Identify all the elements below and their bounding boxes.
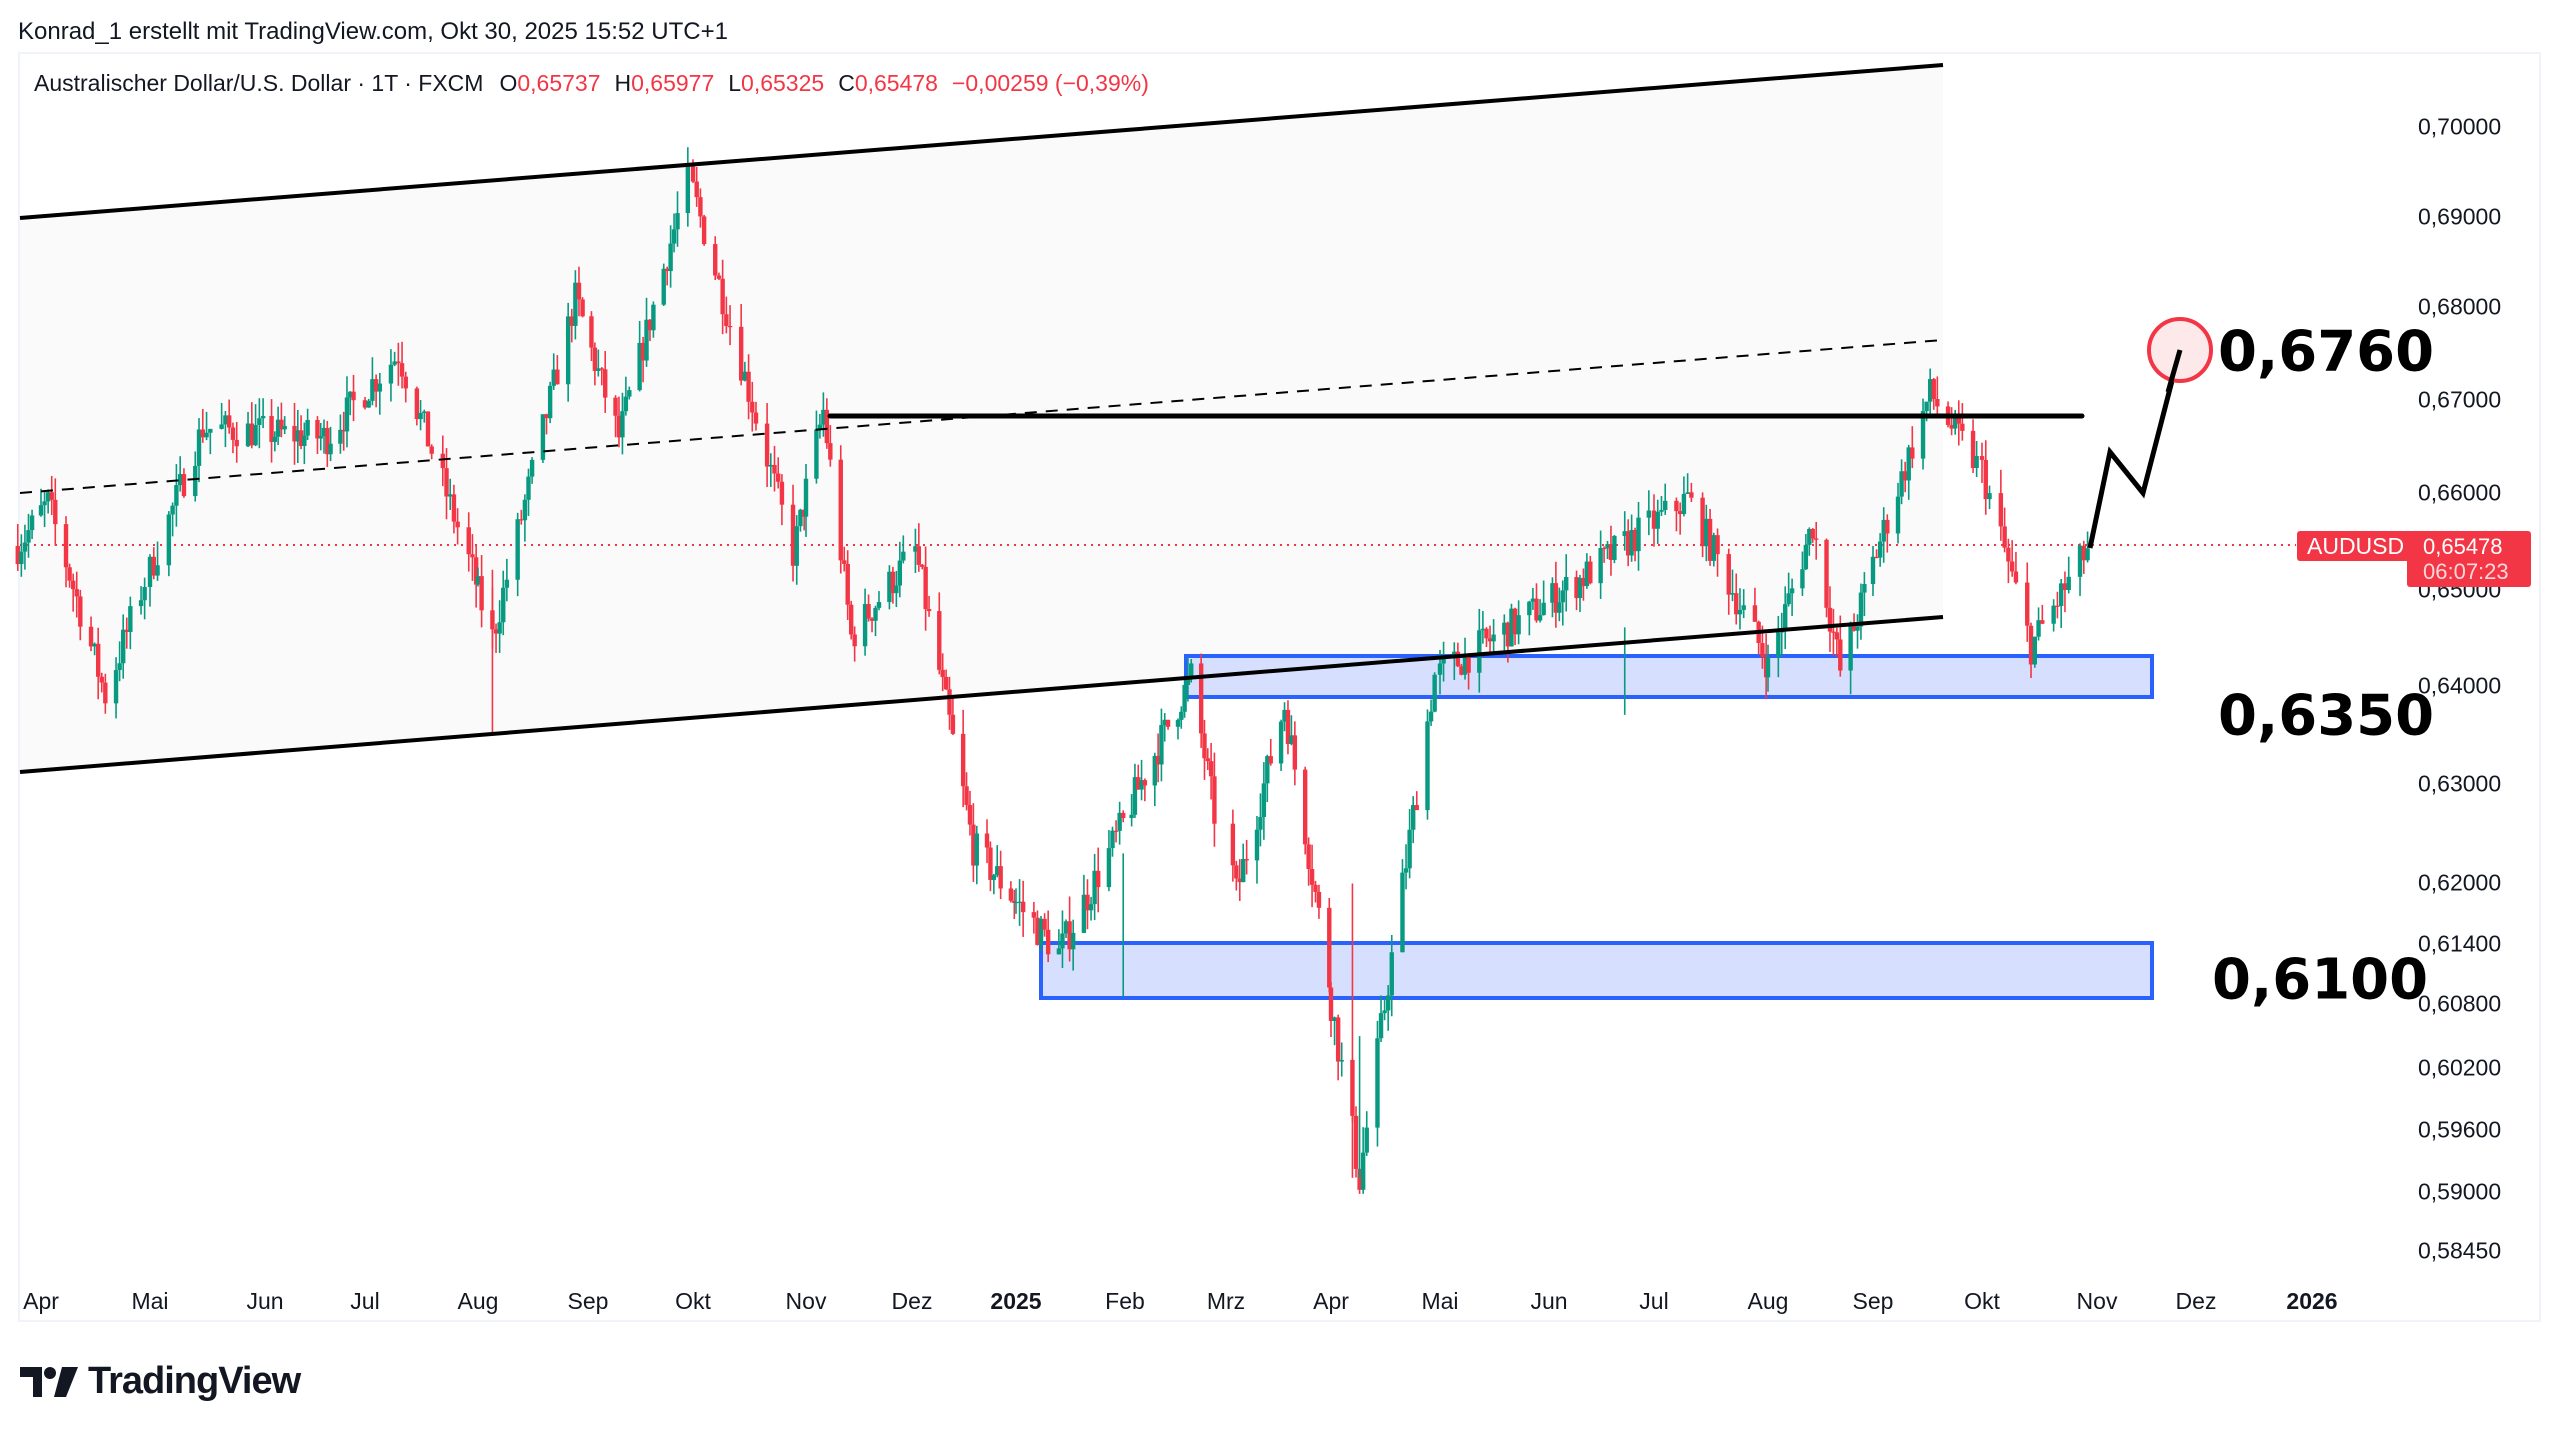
support2-price-label: 0,6100 <box>2212 947 2429 1013</box>
tradingview-logo-icon <box>20 1366 78 1397</box>
time-tick: Jul <box>1639 1288 1669 1314</box>
price-tick: 0,68000 <box>2418 293 2502 320</box>
time-tick: Jun <box>1530 1288 1568 1314</box>
symbol-title[interactable]: Australischer Dollar/U.S. Dollar · 1T · … <box>34 70 484 96</box>
price-tick: 0,64000 <box>2418 672 2502 699</box>
price-tick: 0,69000 <box>2418 203 2502 230</box>
time-tick: Mai <box>131 1288 169 1314</box>
time-tick: Dez <box>891 1288 933 1314</box>
symbol-price-tag: AUDUSD <box>2297 531 2415 561</box>
price-tick: 0,70000 <box>2418 113 2502 140</box>
channel-upper-line[interactable] <box>19 63 1944 220</box>
time-tick: Nov <box>2076 1288 2118 1314</box>
price-tick: 0,63000 <box>2418 770 2502 797</box>
tradingview-logo-text: TradingView <box>88 1360 301 1402</box>
symbol-legend: Australischer Dollar/U.S. Dollar · 1T · … <box>34 70 1149 96</box>
channel-lower-line[interactable] <box>19 615 1944 774</box>
time-tick: Apr <box>1313 1288 1349 1314</box>
price-tick: 0,66000 <box>2418 479 2502 506</box>
time-tick: Jul <box>350 1288 380 1314</box>
tradingview-logo[interactable]: TradingView <box>20 1360 301 1403</box>
legend-change: −0,00259 (−0,39%) <box>951 70 1149 96</box>
price-tick: 0,58450 <box>2418 1237 2502 1264</box>
time-tick: Okt <box>675 1288 711 1314</box>
time-tick: Apr <box>23 1288 59 1314</box>
support1-price-label: 0,6350 <box>2218 683 2435 749</box>
time-tick: Mai <box>1421 1288 1459 1314</box>
target-price-label: 0,6760 <box>2218 319 2435 385</box>
last-price-value: 0,65478 <box>2423 534 2503 559</box>
candlestick-series <box>15 147 2090 1194</box>
time-tick: 2025 <box>990 1288 1042 1314</box>
time-tick: Feb <box>1105 1288 1145 1314</box>
time-tick: Aug <box>457 1288 499 1314</box>
bar-countdown: 06:07:23 <box>2423 559 2509 584</box>
price-tick: 0,62000 <box>2418 869 2502 896</box>
time-tick: Nov <box>785 1288 827 1314</box>
legend-high: 0,65977 <box>631 70 715 96</box>
price-tick: 0,67000 <box>2418 386 2502 413</box>
price-tick: 0,60800 <box>2418 990 2502 1017</box>
time-tick: Okt <box>1964 1288 2000 1314</box>
time-tick: Dez <box>2175 1288 2217 1314</box>
last-price-tag: 0,65478 06:07:23 <box>2407 531 2531 587</box>
chart-attribution: Konrad_1 erstellt mit TradingView.com, O… <box>18 18 728 45</box>
price-tick: 0,61400 <box>2418 930 2502 957</box>
price-tick: 0,60200 <box>2418 1054 2502 1081</box>
legend-open: 0,65737 <box>517 70 601 96</box>
time-tick: 2026 <box>2286 1288 2338 1314</box>
support-zone-lower[interactable] <box>1039 941 2154 1000</box>
price-tick: 0,59000 <box>2418 1178 2502 1205</box>
price-tick: 0,59600 <box>2418 1116 2502 1143</box>
support-zone-upper[interactable] <box>1184 654 2154 699</box>
legend-close: 0,65478 <box>854 70 938 96</box>
time-tick: Aug <box>1747 1288 1789 1314</box>
legend-low: 0,65325 <box>741 70 825 96</box>
time-tick: Sep <box>1852 1288 1894 1314</box>
time-tick: Sep <box>567 1288 609 1314</box>
channel-mid-line[interactable] <box>19 339 1944 494</box>
projection-tip <box>2165 349 2183 393</box>
projection-path[interactable] <box>2087 349 2183 549</box>
time-tick: Jun <box>246 1288 284 1314</box>
time-tick: Mrz <box>1206 1288 1246 1314</box>
